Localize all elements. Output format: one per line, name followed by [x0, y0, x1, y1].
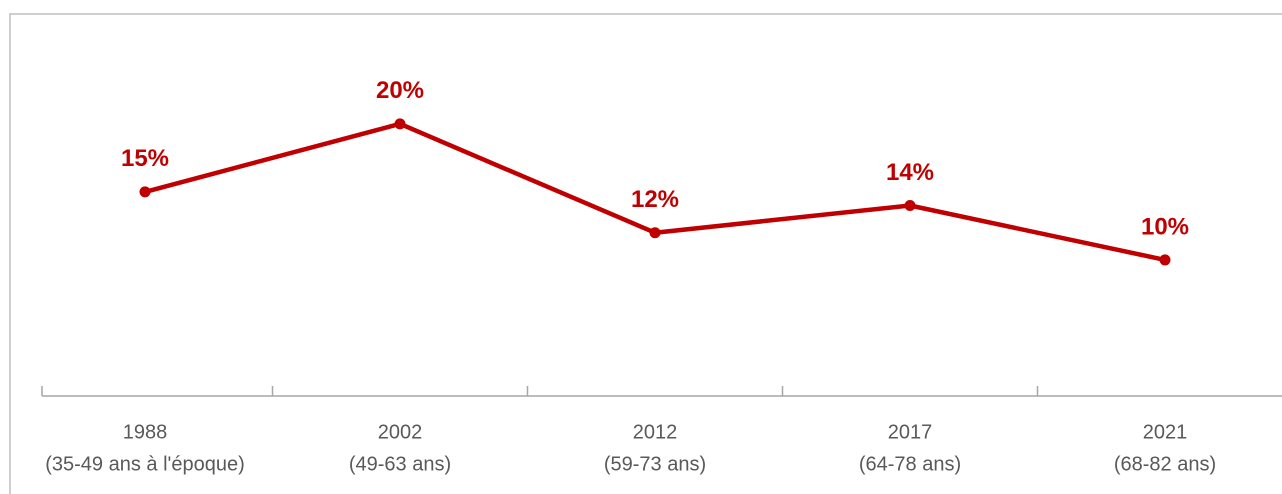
data-label: 20% [376, 77, 424, 104]
data-label: 10% [1141, 213, 1189, 240]
x-tick-label: 2017 [888, 421, 933, 443]
x-tick-sublabel: (59-73 ans) [604, 453, 706, 475]
x-tick-sublabel: (35-49 ans à l'époque) [45, 453, 245, 475]
data-label: 12% [631, 186, 679, 213]
x-tick-label: 2012 [633, 421, 678, 443]
point [1159, 254, 1171, 266]
x-tick-label: 1988 [123, 421, 168, 443]
data-label: 15% [121, 145, 169, 172]
chart-frame [9, 13, 1282, 494]
point [904, 200, 916, 211]
data-label: 14% [886, 159, 934, 186]
point [649, 227, 661, 239]
x-tick-sublabel: (68-82 ans) [1114, 453, 1216, 475]
x-tick-label: 2021 [1143, 421, 1188, 443]
x-tick-sublabel: (64-78 ans) [859, 453, 961, 475]
point [139, 186, 151, 198]
x-tick-label: 2002 [378, 421, 423, 443]
point [394, 118, 406, 130]
x-tick-sublabel: (49-63 ans) [349, 453, 451, 475]
